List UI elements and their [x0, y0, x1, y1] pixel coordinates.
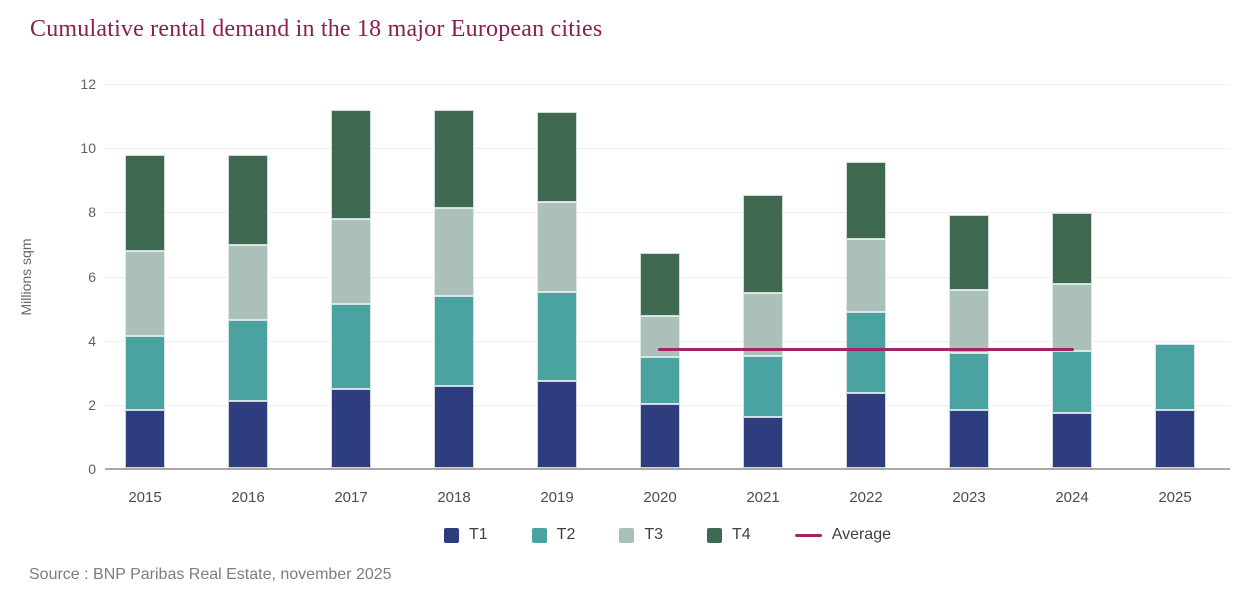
bar-segment-2018-T1[interactable] [434, 386, 474, 468]
bar-segment-2016-T2[interactable] [228, 320, 268, 401]
bar-segment-2015-T2[interactable] [125, 336, 165, 411]
bar-segment-2020-T4[interactable] [640, 253, 680, 316]
y-tick-label-6: 6 [88, 268, 96, 285]
bar-segment-2020-T1[interactable] [640, 403, 680, 468]
legend-label: T3 [644, 526, 664, 543]
average-line [658, 348, 1074, 352]
bar-segment-2017-T2[interactable] [331, 304, 371, 390]
y-tick-label-2: 2 [88, 396, 96, 413]
legend-item-t1[interactable]: T1 [444, 526, 488, 544]
legend-item-average[interactable]: Average [794, 526, 891, 544]
bar-segment-2020-T3[interactable] [640, 315, 680, 358]
x-tick-label-2017: 2017 [334, 489, 368, 506]
bar-segment-2023-T4[interactable] [949, 214, 989, 290]
legend: T1 T2 T3 T4 Average [105, 526, 1230, 544]
y-tick-label-4: 4 [88, 332, 96, 349]
gridline-10 [105, 148, 1230, 150]
bar-segment-2016-T3[interactable] [228, 245, 268, 321]
legend-item-t2[interactable]: T2 [531, 526, 576, 544]
bar-segment-2016-T4[interactable] [228, 155, 268, 246]
gridline-12 [105, 84, 1230, 85]
bar-segment-2025-T2[interactable] [1155, 344, 1195, 411]
series-swatch-icon [531, 527, 547, 543]
bar-segment-2019-T1[interactable] [537, 381, 577, 468]
legend-item-t3[interactable]: T3 [619, 526, 663, 544]
legend-label: Average [831, 526, 891, 543]
x-tick-label-2020: 2020 [643, 489, 677, 506]
bar-segment-2017-T1[interactable] [331, 389, 371, 468]
plot-area [105, 84, 1230, 470]
bar-segment-2022-T1[interactable] [846, 392, 886, 468]
average-dash-icon [794, 533, 822, 537]
legend-label: T4 [732, 526, 751, 543]
x-tick-label-2023: 2023 [952, 489, 986, 506]
gridline-8 [105, 212, 1230, 214]
x-tick-label-2016: 2016 [231, 489, 265, 506]
bar-segment-2016-T1[interactable] [228, 400, 268, 468]
bar-segment-2022-T4[interactable] [846, 161, 886, 239]
legend-label: T2 [556, 526, 576, 543]
chart-title: Cumulative rental demand in the 18 major… [30, 16, 603, 42]
bar-segment-2021-T3[interactable] [743, 293, 783, 356]
bar-segment-2015-T1[interactable] [125, 410, 165, 468]
series-swatch-icon [619, 527, 635, 543]
x-tick-label-2018: 2018 [437, 489, 471, 506]
legend-label: T1 [469, 526, 488, 543]
y-tick-label-0: 0 [88, 461, 96, 477]
bar-segment-2018-T3[interactable] [434, 208, 474, 297]
bar-segment-2024-T2[interactable] [1052, 350, 1092, 414]
bar-segment-2017-T4[interactable] [331, 110, 371, 220]
x-tick-label-2025: 2025 [1158, 489, 1192, 506]
bar-segment-2020-T2[interactable] [640, 357, 680, 404]
bar-segment-2025-T1[interactable] [1155, 410, 1195, 468]
x-tick-label-2015: 2015 [128, 489, 162, 506]
bar-segment-2022-T2[interactable] [846, 312, 886, 393]
series-swatch-icon [707, 527, 723, 543]
bar-segment-2023-T3[interactable] [949, 289, 989, 353]
x-tick-label-2022: 2022 [849, 489, 883, 506]
y-tick-label-8: 8 [88, 204, 96, 221]
series-swatch-icon [444, 527, 459, 543]
source-note: Source : BNP Paribas Real Estate, novemb… [29, 566, 392, 583]
bar-segment-2018-T4[interactable] [434, 110, 474, 209]
bar-segment-2015-T3[interactable] [125, 251, 165, 337]
bar-segment-2019-T4[interactable] [537, 111, 577, 202]
bar-segment-2021-T1[interactable] [743, 416, 783, 468]
bar-segment-2021-T2[interactable] [743, 355, 783, 417]
x-tick-label-2019: 2019 [540, 489, 574, 506]
y-axis-title: Millions sqm [18, 238, 34, 316]
bar-segment-2024-T4[interactable] [1052, 212, 1092, 284]
bar-segment-2024-T3[interactable] [1052, 283, 1092, 351]
y-tick-label-12: 12 [80, 76, 96, 92]
bar-segment-2018-T2[interactable] [434, 296, 474, 387]
x-tick-label-2021: 2021 [746, 489, 780, 506]
bar-segment-2023-T2[interactable] [949, 352, 989, 411]
bar-segment-2021-T4[interactable] [743, 195, 783, 294]
legend-item-t4[interactable]: T4 [707, 526, 751, 544]
bar-segment-2017-T3[interactable] [331, 219, 371, 305]
x-tick-label-2024: 2024 [1055, 489, 1089, 506]
bar-segment-2015-T4[interactable] [125, 155, 165, 252]
y-tick-label-10: 10 [80, 140, 96, 157]
bar-segment-2019-T3[interactable] [537, 201, 577, 292]
bar-segment-2024-T1[interactable] [1052, 413, 1092, 468]
bar-segment-2023-T1[interactable] [949, 410, 989, 468]
bar-segment-2022-T3[interactable] [846, 238, 886, 313]
bar-segment-2019-T2[interactable] [537, 291, 577, 382]
